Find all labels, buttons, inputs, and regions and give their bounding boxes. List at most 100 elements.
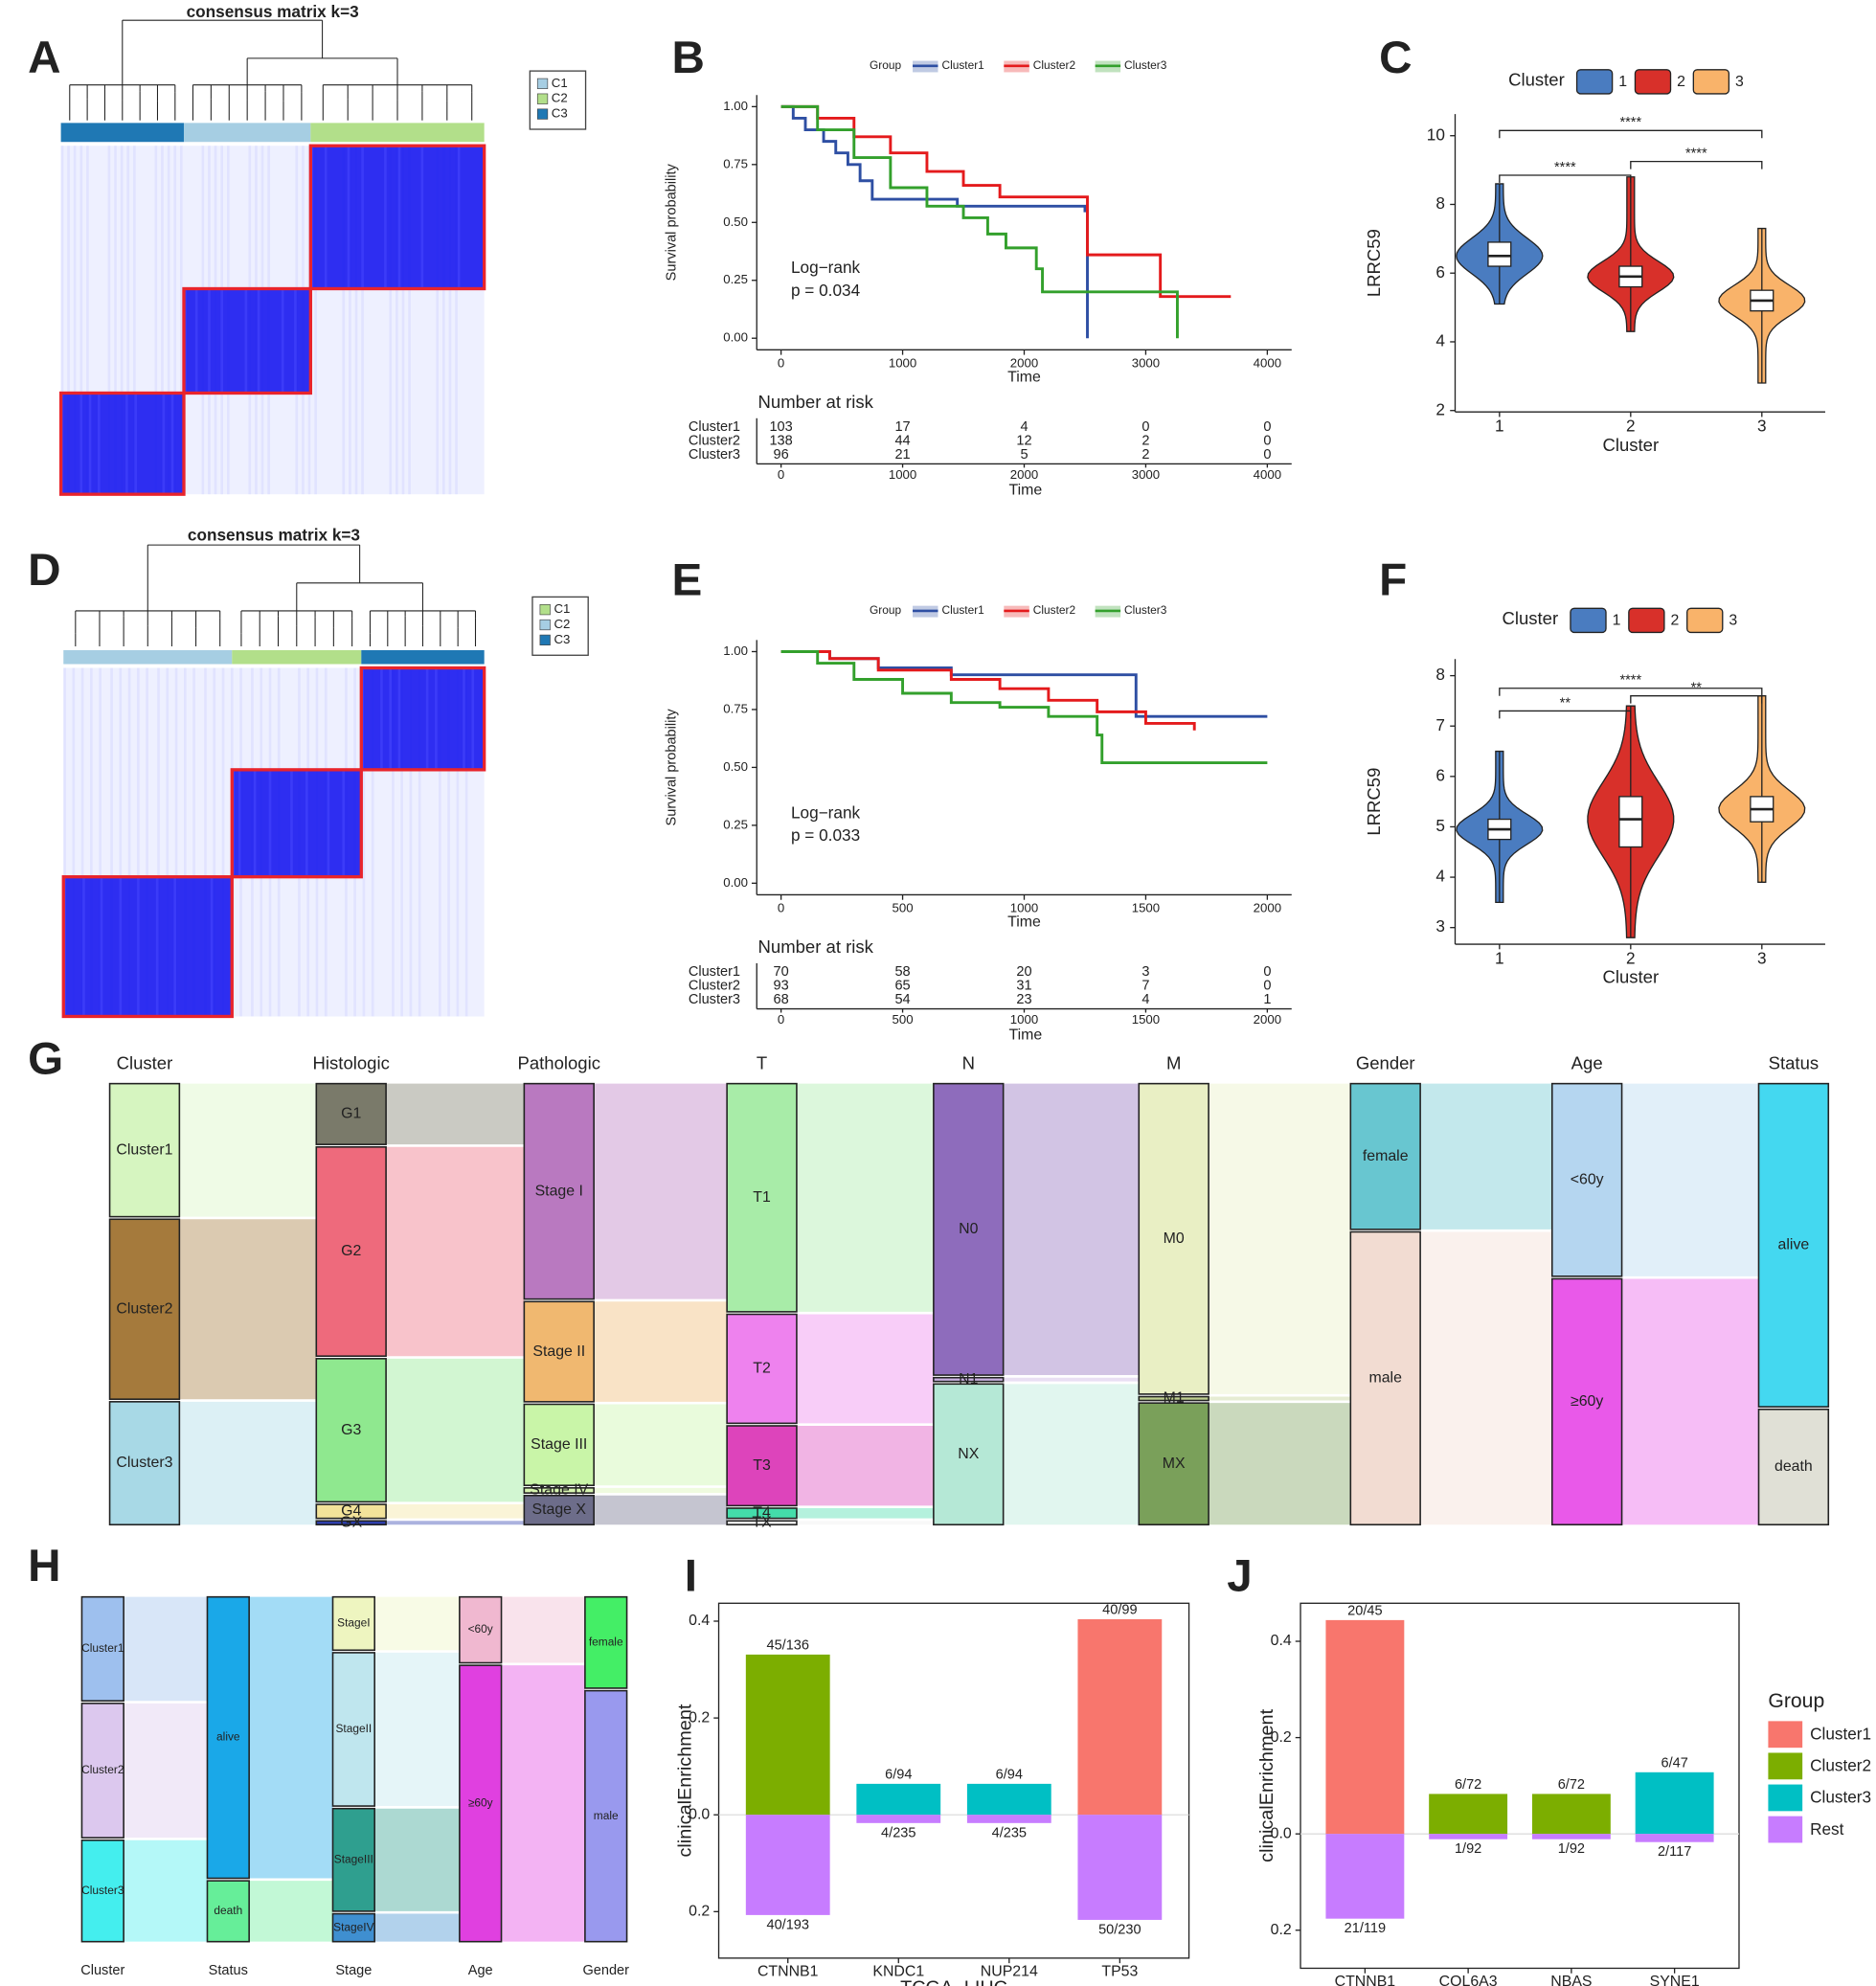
bracket: [1499, 688, 1763, 696]
bar: [1325, 1834, 1405, 1919]
node-label: StageI: [337, 1616, 370, 1630]
y-tick-label: 0.4: [1271, 1633, 1292, 1649]
flow: [179, 1219, 317, 1400]
flow: [796, 1425, 934, 1506]
value-label: 6/47: [1661, 1755, 1687, 1771]
x-tick-label: 3: [1757, 948, 1767, 967]
risk-x-tick-label: 3000: [1132, 467, 1160, 482]
node-label: Cluster1: [116, 1141, 172, 1158]
flow: [374, 1652, 460, 1807]
risk-count: 5: [1020, 447, 1028, 463]
risk-title: Number at risk: [758, 937, 874, 957]
heatmap-texture: [392, 667, 395, 1017]
heatmap-texture: [119, 667, 123, 1017]
node: [315, 1146, 387, 1357]
chart-title: consensus matrix k=3: [187, 2, 359, 21]
panel-letter: D: [28, 545, 60, 596]
block-texture: [100, 876, 103, 1017]
consensus-block: [232, 769, 362, 877]
risk-count: 0: [1141, 419, 1149, 435]
x-axis-label: Cluster: [1602, 967, 1659, 987]
flow: [1621, 1278, 1759, 1525]
heatmap-texture: [63, 667, 66, 1017]
heatmap-texture: [174, 667, 178, 1017]
y-axis-label: LRRC59: [1364, 768, 1384, 836]
heatmap-texture: [79, 146, 83, 495]
x-axis-label: Time: [1007, 914, 1041, 931]
flow: [386, 1358, 525, 1502]
bracket-label: ****: [1685, 147, 1707, 162]
block-frame: [58, 391, 186, 496]
legend-label: 3: [1729, 613, 1737, 629]
node: [459, 1595, 503, 1664]
x-tick-label: 1000: [889, 355, 916, 370]
node: [108, 1218, 181, 1400]
heatmap-texture: [126, 146, 130, 495]
flow: [594, 1487, 728, 1494]
flow: [1003, 1384, 1140, 1525]
bracket-label: ****: [1619, 673, 1641, 688]
flow: [386, 1504, 525, 1519]
y-tick-label: 1.00: [723, 99, 748, 113]
annotation: Log−rank: [791, 802, 861, 822]
legend-swatch: [539, 604, 551, 616]
risk-count: 2: [1141, 433, 1149, 448]
node-label: Cluster2: [116, 1300, 172, 1317]
legend-swatch: [1570, 607, 1607, 634]
heatmap-texture: [456, 667, 460, 1017]
risk-x-tick-label: 1500: [1132, 1012, 1160, 1027]
node: [315, 1520, 387, 1526]
block-texture: [327, 769, 330, 877]
block-texture: [457, 146, 461, 289]
value-label: 45/136: [766, 1637, 809, 1653]
bar: [856, 1783, 941, 1816]
value-label: 40/193: [766, 1917, 809, 1932]
legend-label: C2: [554, 617, 570, 631]
node-label: Cluster2: [81, 1763, 124, 1776]
node: [726, 1425, 798, 1507]
panel-letter: E: [672, 554, 703, 605]
heatmap-texture: [361, 146, 364, 495]
heatmap-texture: [73, 146, 77, 495]
x-tick-label: KNDC1: [872, 1964, 924, 1980]
x-tick-label: TP53: [1101, 1964, 1138, 1980]
node-label: GX: [340, 1514, 362, 1530]
node: [523, 1487, 595, 1494]
axis-label: Gender: [1356, 1053, 1415, 1073]
x-tick-label: 500: [893, 900, 914, 914]
panel-letter: J: [1227, 1551, 1253, 1602]
consensus-block: [361, 667, 485, 770]
bar: [745, 1654, 830, 1816]
block-texture: [155, 876, 159, 1017]
risk-count: 4: [1141, 992, 1149, 1007]
block-texture: [435, 667, 438, 770]
block-texture: [294, 288, 297, 394]
heatmap-texture: [447, 667, 450, 1017]
block-texture: [119, 876, 123, 1017]
risk-count: 68: [774, 992, 789, 1007]
legend-label: Cluster2: [1033, 603, 1076, 617]
chart-title: consensus matrix k=3: [188, 525, 360, 544]
heatmap-texture: [99, 667, 102, 1017]
axis-label: M: [1166, 1053, 1181, 1073]
y-tick-label: 8: [1435, 193, 1445, 213]
heatmap-texture: [371, 667, 374, 1017]
block-texture: [82, 876, 85, 1017]
y-tick-label: 6: [1435, 765, 1445, 784]
y-tick-label: 0.0: [689, 1806, 710, 1822]
node-label: NX: [958, 1446, 979, 1462]
risk-count: 0: [1263, 419, 1271, 435]
heatmap-texture: [464, 667, 468, 1017]
bar: [966, 1815, 1051, 1823]
y-tick-label: 0.75: [723, 156, 748, 170]
node-label: death: [214, 1904, 242, 1917]
value-label: 50/230: [1098, 1922, 1141, 1937]
block-texture: [425, 667, 429, 770]
node: [108, 1401, 181, 1526]
axis-label: Status: [1769, 1053, 1819, 1073]
heatmap-texture: [183, 667, 187, 1017]
node-label: Stage IV: [530, 1482, 588, 1499]
legend-label: Cluster1: [941, 58, 984, 72]
risk-x-tick-label: 1000: [1010, 1012, 1038, 1027]
